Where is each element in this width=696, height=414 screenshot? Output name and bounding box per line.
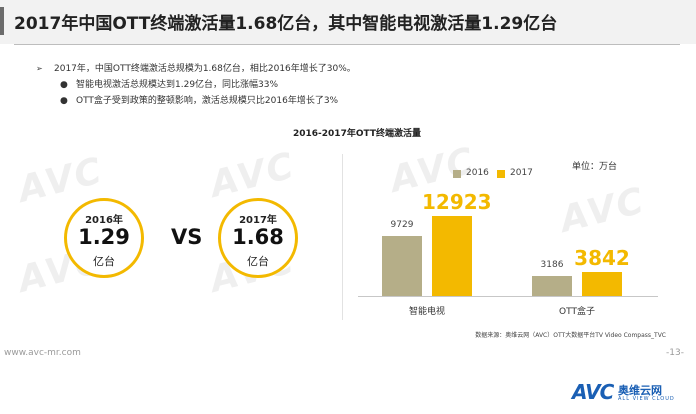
bullet-item: ➢ 2017年，中国OTT终端激活总规模为1.68亿台，相比2016年增长了30… (36, 62, 356, 78)
logo-chinese-name: 奥维云网 (618, 384, 662, 397)
panel-divider (342, 154, 343, 320)
circle-year: 2017年 (239, 215, 277, 226)
sub-bullet-item: ● 智能电视激活总规模达到1.29亿台，同比涨幅33% (36, 78, 356, 94)
category-label-smart-tv: 智能电视 (408, 307, 445, 317)
chart-title: 2016-2017年OTT终端激活量 (293, 129, 421, 139)
bullet-text: 2017年，中国OTT终端激活总规模为1.68亿台，相比2016年增长了30%。 (54, 64, 356, 74)
page-number: -13- (666, 348, 684, 358)
legend-swatch-2017 (497, 170, 505, 178)
website-url: www.avc-mr.com (4, 348, 81, 358)
legend-swatch-2016 (453, 170, 461, 178)
page-title: 2017年中国OTT终端激活量1.68亿台，其中智能电视激活量1.29亿台 (14, 14, 558, 34)
circle-unit: 亿台 (93, 255, 115, 268)
legend-label-2016: 2016 (466, 168, 489, 178)
data-label-2017-smart-tv: 12923 (422, 190, 492, 215)
avc-logo: AVC 奥维云网 ALL VIEW CLOUD (572, 380, 692, 410)
logo-mark: AVC (572, 380, 614, 404)
chart-unit-label: 单位：万台 (572, 162, 618, 172)
title-accent-bar (0, 7, 4, 35)
sub-bullet-text: 智能电视激活总规模达到1.29亿台，同比涨幅33% (76, 80, 279, 90)
dot-bullet-icon: ● (60, 80, 68, 90)
bar-2016-ott-box (532, 276, 572, 296)
logo-english-name: ALL VIEW CLOUD (618, 396, 675, 402)
data-label-2016-smart-tv: 9729 (390, 220, 414, 231)
data-source-note: 数据来源：奥维云网（AVC）OTT大数据平台TV Video Compass_T… (475, 332, 666, 339)
bullet-list: ➢ 2017年，中国OTT终端激活总规模为1.68亿台，相比2016年增长了30… (36, 62, 356, 110)
sub-bullet-text: OTT盒子受到政策的整顿影响，激活总规模只比2016年增长了3% (76, 96, 339, 106)
circle-unit: 亿台 (247, 255, 269, 268)
circle-year: 2016年 (85, 215, 123, 226)
data-label-2017-ott-box: 3842 (574, 246, 630, 271)
legend-label-2017: 2017 (510, 168, 533, 178)
watermark-avc: AVC (206, 145, 300, 206)
circle-value: 1.29 (78, 225, 130, 249)
bar-2017-smart-tv (432, 216, 472, 296)
title-divider (14, 44, 680, 45)
watermark-avc: AVC (556, 180, 650, 241)
title-bar: 2017年中国OTT终端激活量1.68亿台，其中智能电视激活量1.29亿台 (0, 0, 696, 44)
bar-2016-smart-tv (382, 236, 422, 296)
category-label-ott-box: OTT盒子 (559, 307, 595, 317)
circle-value: 1.68 (232, 225, 284, 249)
dot-bullet-icon: ● (60, 96, 68, 106)
comparison-circle-2016: 2016年 1.29 亿台 (64, 198, 144, 278)
sub-bullet-item: ● OTT盒子受到政策的整顿影响，激活总规模只比2016年增长了3% (36, 94, 356, 110)
chart-x-axis (358, 296, 658, 297)
bar-2017-ott-box (582, 272, 622, 296)
arrow-bullet-icon: ➢ (36, 64, 43, 73)
data-label-2016-ott-box: 3186 (540, 260, 564, 271)
vs-label: VS (171, 225, 203, 249)
comparison-circle-2017: 2017年 1.68 亿台 (218, 198, 298, 278)
